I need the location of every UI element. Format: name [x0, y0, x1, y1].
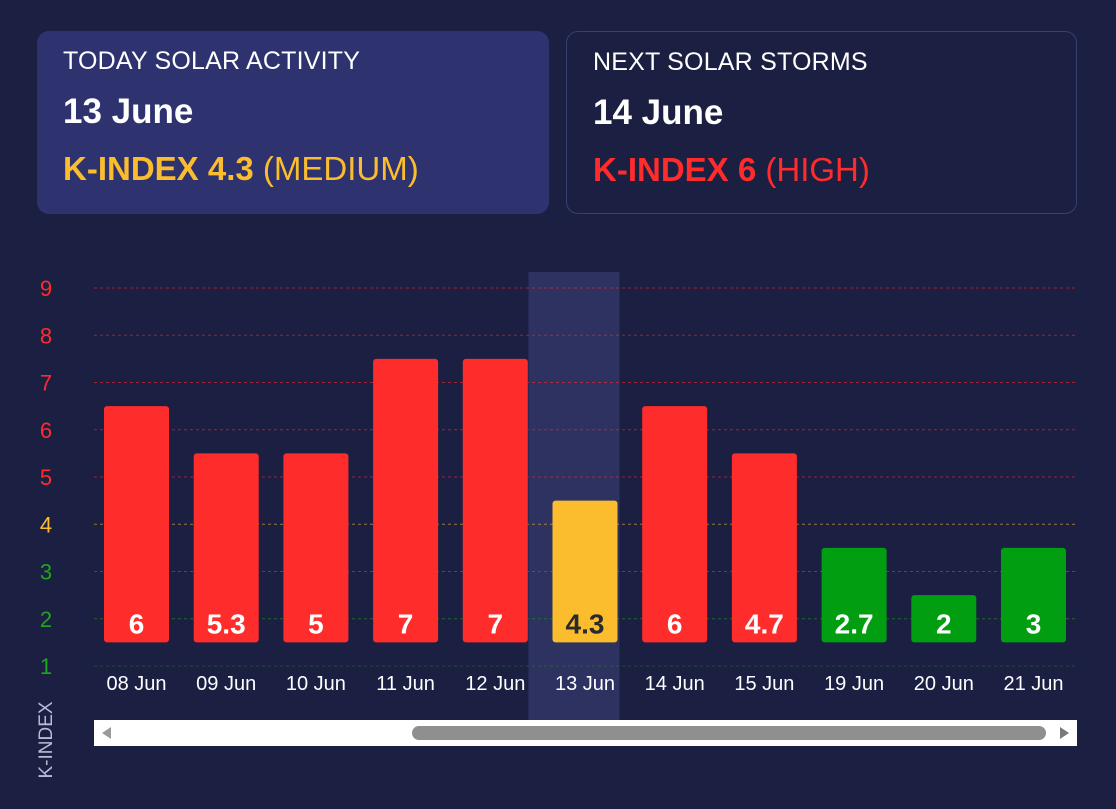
today-kindex: K-INDEX 4.3 (MEDIUM) — [63, 150, 523, 188]
x-tick-label: 13 Jun — [555, 673, 615, 695]
bar-value-label: 6 — [129, 608, 145, 639]
x-tick-label: 12 Jun — [465, 673, 525, 695]
today-kindex-value: K-INDEX 4.3 — [63, 150, 254, 187]
scroll-right-arrow-icon[interactable] — [1060, 727, 1069, 739]
x-tick-label: 19 Jun — [824, 673, 884, 695]
x-tick-label: 11 Jun — [376, 673, 435, 695]
y-tick-label: 1 — [40, 654, 52, 679]
y-tick-label: 8 — [40, 323, 52, 348]
bar-value-label: 6 — [667, 608, 683, 639]
x-tick-label: 15 Jun — [734, 673, 794, 695]
bar-value-label: 2 — [936, 608, 952, 639]
scroll-left-arrow-icon[interactable] — [102, 727, 111, 739]
x-tick-label: 10 Jun — [286, 673, 346, 695]
next-storms-card: NEXT SOLAR STORMS 14 June K-INDEX 6 (HIG… — [566, 31, 1077, 214]
next-card-title: NEXT SOLAR STORMS — [593, 48, 868, 76]
bar-10-jun[interactable] — [283, 453, 349, 643]
y-tick-label: 3 — [40, 560, 52, 585]
bar-09-jun[interactable] — [193, 453, 259, 643]
bar-value-label: 4.7 — [745, 608, 784, 639]
next-kindex: K-INDEX 6 (HIGH) — [593, 151, 1050, 189]
bar-19-jun[interactable] — [821, 547, 887, 643]
bar-value-label: 4.3 — [566, 608, 605, 639]
bar-21-jun[interactable] — [1001, 547, 1066, 643]
chart-scrollbar[interactable] — [94, 720, 1077, 746]
bar-value-label: 2.7 — [835, 608, 874, 639]
bar-11-jun[interactable] — [373, 358, 439, 643]
x-tick-label: 14 Jun — [645, 673, 705, 695]
next-kindex-value: K-INDEX 6 — [593, 151, 757, 188]
x-tick-label: 08 Jun — [106, 673, 166, 695]
today-kindex-level: (MEDIUM) — [262, 150, 419, 187]
scrollbar-thumb[interactable] — [412, 726, 1046, 740]
today-card-title: TODAY SOLAR ACTIVITY — [63, 47, 361, 75]
kindex-bar-chart: 1 2 3 4 5 6 7 8 9 K-INDEX 6 08 Jun 5.3 09 Jun 5 10 Jun 7… — [36, 272, 1077, 779]
bar-20-jun[interactable] — [911, 595, 977, 643]
y-tick-label: 2 — [40, 607, 52, 632]
bar-value-label: 7 — [488, 608, 504, 639]
x-tick-label: 09 Jun — [196, 673, 256, 695]
bar-value-label: 5.3 — [207, 608, 246, 639]
today-activity-card: TODAY SOLAR ACTIVITY 13 June K-INDEX 4.3… — [37, 31, 549, 214]
y-axis-title: K-INDEX — [36, 701, 57, 778]
bar-12-jun[interactable] — [462, 358, 528, 643]
bar-value-label: 5 — [308, 608, 324, 639]
bar-14-jun[interactable] — [642, 406, 708, 643]
bar-13-jun[interactable] — [552, 500, 618, 643]
today-date: 13 June — [63, 92, 194, 131]
next-date: 14 June — [593, 93, 724, 132]
y-tick-label: 7 — [40, 371, 52, 396]
bar-value-label: 3 — [1026, 608, 1042, 639]
x-tick-label: 20 Jun — [914, 673, 974, 695]
y-tick-label: 9 — [40, 276, 52, 301]
bar-value-label: 7 — [398, 608, 414, 639]
selected-day-highlight — [528, 272, 620, 720]
bar-15-jun[interactable] — [731, 453, 797, 643]
y-tick-label: 5 — [40, 465, 52, 490]
bar-08-jun[interactable] — [104, 406, 169, 643]
y-tick-label: 6 — [40, 418, 52, 443]
next-kindex-level: (HIGH) — [765, 151, 870, 188]
y-tick-label: 4 — [40, 512, 52, 537]
x-tick-label: 21 Jun — [1003, 673, 1063, 695]
